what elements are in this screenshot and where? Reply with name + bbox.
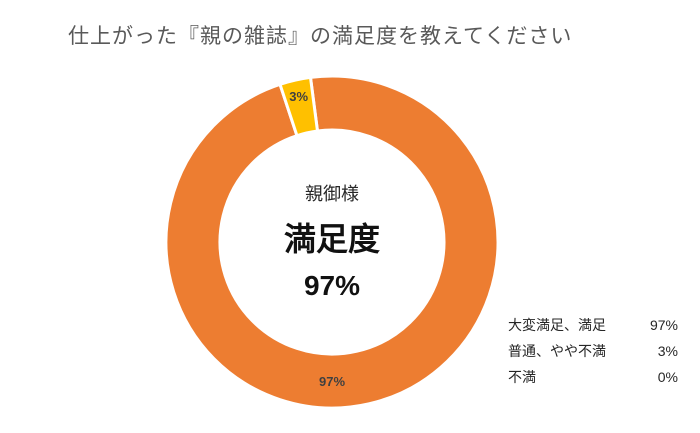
legend-label: 不満	[508, 370, 536, 386]
donut-slice-neutral	[278, 75, 320, 138]
donut-slice-satisfied	[164, 74, 500, 410]
center-subtitle: 親御様	[305, 184, 359, 205]
slice-data-label: 3%	[289, 89, 308, 104]
legend-label: 普通、やや不満	[508, 344, 606, 360]
center-main-label: 満足度	[283, 220, 380, 258]
legend-label: 大変満足、満足	[508, 318, 606, 334]
legend-value: 97%	[649, 317, 678, 333]
chart-title: 仕上がった『親の雑誌』の満足度を教えてください	[68, 24, 573, 48]
legend-row-satisfied: 大変満足、満足 97%	[508, 312, 678, 338]
legend: 大変満足、満足 97% 普通、やや不満 3% 不満 0%	[508, 312, 678, 390]
slice-data-label: 97%	[319, 374, 345, 389]
center-value: 97%	[303, 270, 361, 301]
legend-value: 0%	[657, 369, 678, 385]
legend-value: 3%	[657, 343, 678, 359]
legend-row-dissatisfied: 不満 0%	[508, 364, 678, 390]
legend-row-neutral: 普通、やや不満 3%	[508, 338, 678, 364]
